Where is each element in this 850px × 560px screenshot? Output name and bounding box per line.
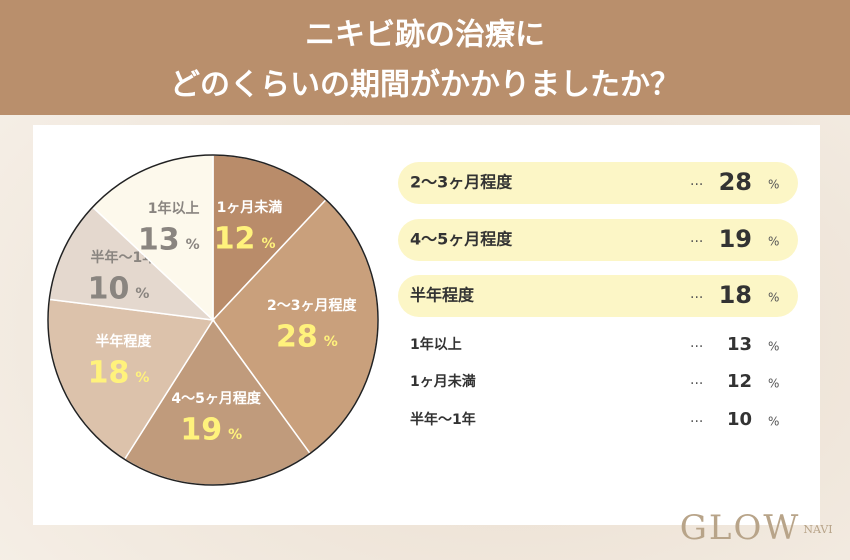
row-label: 2〜3ヶ月程度 xyxy=(410,173,513,192)
row-unit: % xyxy=(768,178,779,192)
slice-label: 2〜3ヶ月程度 xyxy=(267,297,357,314)
row-label: 4〜5ヶ月程度 xyxy=(410,230,513,249)
slice-unit: % xyxy=(261,236,275,252)
slice-value: 18 xyxy=(88,356,130,391)
header-band xyxy=(0,0,850,115)
row-highlight xyxy=(398,219,798,261)
brand-logo: GLOW xyxy=(680,508,801,548)
row-value: 28 xyxy=(719,168,752,196)
slice-unit: % xyxy=(228,427,242,443)
row-unit: % xyxy=(768,340,779,354)
ranking-list: 2〜3ヶ月程度... 28 % 4〜5ヶ月程度... 19 % 半年程度... 18 % 1年以上… xyxy=(398,162,798,430)
row-label: 1ヶ月未満 xyxy=(410,373,476,390)
slice-label: 半年〜1年 xyxy=(91,249,157,266)
row-unit: % xyxy=(768,377,779,391)
pie: 1ヶ月未満 12 % 2〜3ヶ月程度 28 % 4〜5ヶ月程度 19 % 半年程度 18 % 半年〜1年… xyxy=(47,154,379,486)
row-label: 半年程度 xyxy=(410,286,475,305)
slice-label: 4〜5ヶ月程度 xyxy=(171,390,261,407)
slice-label: 1ヶ月未満 xyxy=(217,199,283,216)
row-value: 18 xyxy=(719,281,752,309)
row-unit: % xyxy=(768,291,779,305)
row-leader: ... xyxy=(690,286,703,302)
slice-value: 12 xyxy=(214,221,256,256)
slice-value: 13 xyxy=(138,223,180,258)
chart-subtitle: どのくらいの期間がかかりましたか？ xyxy=(170,68,680,103)
slice-value: 28 xyxy=(276,320,318,355)
pie-outline xyxy=(47,154,379,486)
slice-label: 半年程度 xyxy=(95,333,152,350)
row-leader: ... xyxy=(690,173,703,189)
slice-unit: % xyxy=(324,334,338,350)
chart-title: ニキビ跡の治療に xyxy=(305,18,545,53)
row-value: 13 xyxy=(727,334,752,355)
row-label: 1年以上 xyxy=(410,336,462,353)
row-value: 12 xyxy=(727,371,752,392)
row-label: 半年〜1年 xyxy=(410,411,476,428)
brand-sub: NAVI xyxy=(803,523,832,536)
row-unit: % xyxy=(768,415,779,429)
slice-unit: % xyxy=(135,286,149,302)
row-leader: ... xyxy=(690,335,703,351)
row-highlight xyxy=(398,275,798,317)
slice-unit: % xyxy=(135,370,149,386)
row-highlight xyxy=(398,162,798,204)
row-value: 19 xyxy=(719,225,752,253)
row-value: 10 xyxy=(727,409,752,430)
row-leader: ... xyxy=(690,410,703,426)
slice-value: 19 xyxy=(180,412,222,447)
slice-label: 1年以上 xyxy=(148,200,200,217)
slice-unit: % xyxy=(186,237,200,253)
row-leader: ... xyxy=(690,230,703,246)
slice-value: 10 xyxy=(88,271,130,306)
row-leader: ... xyxy=(690,372,703,388)
row-unit: % xyxy=(768,235,779,249)
